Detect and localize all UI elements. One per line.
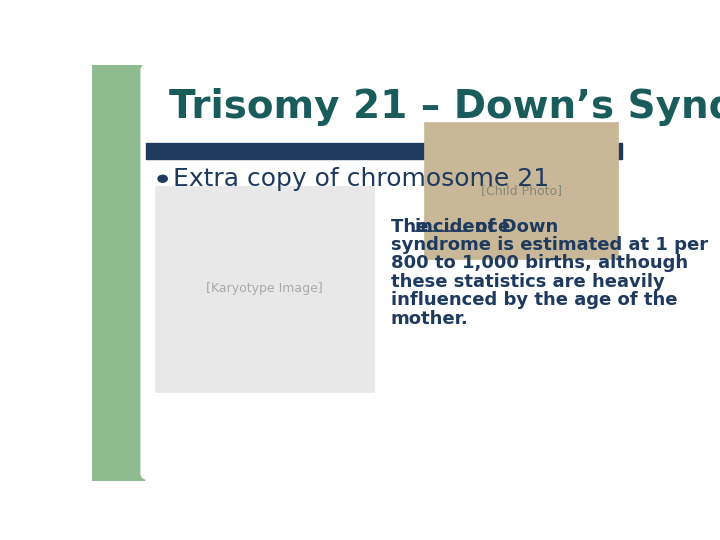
Bar [92, 65, 184, 150]
Text: [Child Photo]: [Child Photo] [481, 184, 562, 197]
Text: of Down: of Down [469, 218, 558, 235]
Bar [155, 186, 374, 392]
Bar [92, 65, 144, 481]
Text: Extra copy of chromosome 21: Extra copy of chromosome 21 [174, 167, 549, 191]
Text: Trisomy 21 – Down’s Syndrome: Trisomy 21 – Down’s Syndrome [168, 89, 720, 126]
Text: mother.: mother. [390, 310, 468, 328]
FancyBboxPatch shape [141, 65, 648, 479]
Text: [Karyotype Image]: [Karyotype Image] [206, 282, 323, 295]
Text: incidence: incidence [415, 218, 510, 235]
Bar [145, 143, 621, 159]
Text: influenced by the age of the: influenced by the age of the [390, 292, 677, 309]
Text: The: The [390, 218, 434, 235]
Ellipse shape [158, 176, 167, 182]
Text: 800 to 1,000 births, although: 800 to 1,000 births, although [390, 254, 688, 273]
Bar [425, 122, 618, 259]
Text: syndrome is estimated at 1 per: syndrome is estimated at 1 per [390, 236, 708, 254]
Text: these statistics are heavily: these statistics are heavily [390, 273, 665, 291]
